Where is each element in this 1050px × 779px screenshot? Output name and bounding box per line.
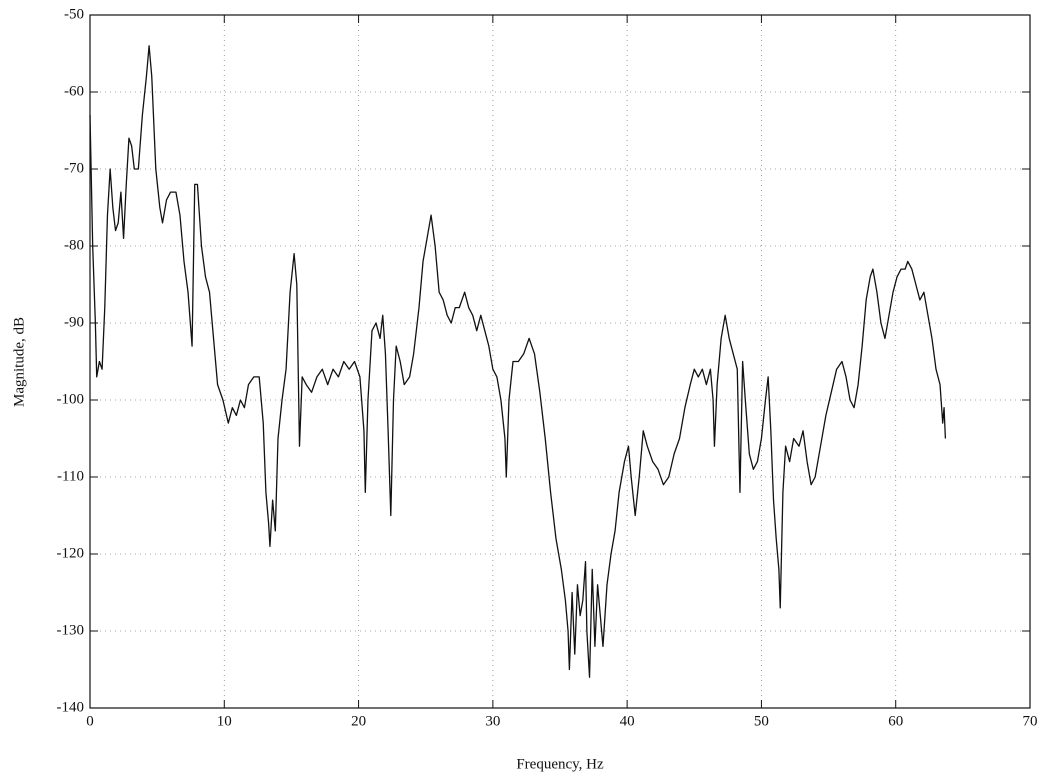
data-line: [89, 45, 947, 678]
y-tick-label: -50: [64, 6, 84, 22]
y-tick-label: -90: [64, 314, 84, 330]
x-tick-label: 0: [86, 713, 94, 729]
y-tick-label: -70: [64, 160, 84, 176]
y-tick-label: -60: [64, 83, 84, 99]
y-tick-label: -130: [57, 622, 85, 638]
x-tick-label: 20: [351, 713, 366, 729]
y-tick-label: -140: [57, 699, 85, 715]
y-axis-label: Magnitude, dB: [11, 317, 27, 407]
y-tick-label: -120: [57, 545, 85, 561]
x-tick-label: 60: [888, 713, 903, 729]
plot-frame: [89, 14, 1031, 709]
x-tick-label: 10: [217, 713, 232, 729]
x-axis-label: Frequency, Hz: [516, 756, 604, 772]
x-tick-label: 30: [485, 713, 500, 729]
x-tick-label: 40: [620, 713, 635, 729]
x-tick-label: 70: [1023, 713, 1038, 729]
x-tick-label: 50: [754, 713, 769, 729]
y-tick-label: -100: [57, 391, 85, 407]
y-tick-label: -110: [57, 468, 84, 484]
y-tick-label: -80: [64, 237, 84, 253]
